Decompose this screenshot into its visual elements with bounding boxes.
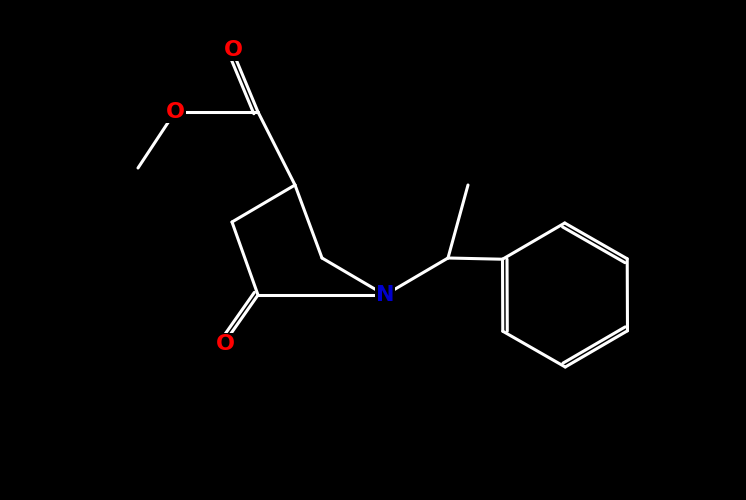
Text: O: O	[166, 102, 184, 122]
Text: O: O	[224, 40, 242, 60]
Text: N: N	[376, 285, 394, 305]
Text: O: O	[216, 334, 234, 354]
